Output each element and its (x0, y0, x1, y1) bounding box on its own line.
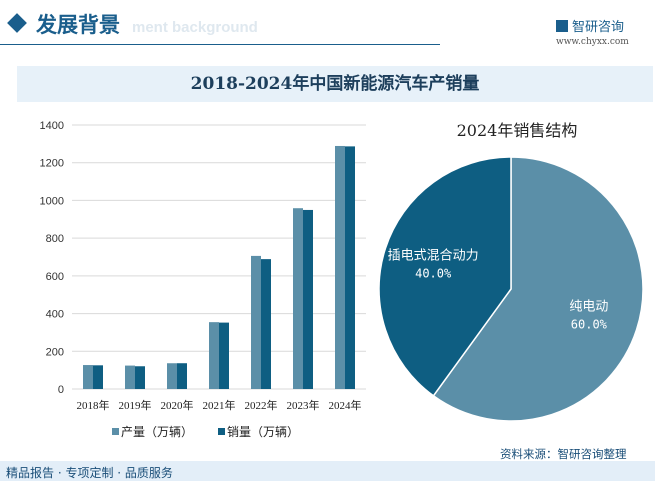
pie-label: 纯电动 (569, 299, 608, 314)
x-tick-label: 2020年 (161, 398, 194, 412)
legend-swatch (112, 428, 119, 435)
bar-production (83, 365, 93, 389)
logo-text: 智研咨询 (572, 20, 625, 35)
y-tick-label: 400 (46, 309, 64, 321)
header-watermark: ment background (132, 19, 258, 36)
brand-url: www.chyxx.com (556, 37, 629, 47)
footer-bar: 精品报告 · 专项定制 · 品质服务 (0, 461, 655, 481)
x-tick-label: 2022年 (245, 398, 278, 412)
x-tick-label: 2018年 (77, 398, 110, 412)
footer-slogan: 精品报告 · 专项定制 · 品质服务 (6, 466, 173, 480)
source-note: 资料来源：智研咨询整理 (500, 447, 627, 461)
y-tick-label: 0 (58, 384, 64, 396)
legend-label: 销量（万辆） (227, 425, 299, 439)
legend-label: 产量（万辆） (121, 425, 193, 439)
x-tick-label: 2023年 (287, 398, 320, 412)
bar-sales (303, 209, 313, 389)
bar-sales (135, 366, 145, 389)
bar-production (335, 145, 345, 389)
x-tick-label: 2019年 (119, 398, 152, 412)
pie-percent: 40.0% (415, 267, 452, 281)
bar-production (167, 363, 177, 389)
bar-production (125, 365, 135, 389)
y-tick-label: 1000 (40, 195, 64, 207)
y-tick-label: 800 (46, 233, 64, 245)
pie-label: 插电式混合动力 (388, 249, 479, 264)
bar-sales (177, 363, 187, 389)
legend-swatch (218, 428, 225, 435)
x-tick-label: 2021年 (203, 398, 236, 412)
brand-logo: 智研咨询 (556, 16, 624, 35)
bar-production (209, 322, 219, 389)
y-tick-label: 1200 (40, 158, 64, 170)
chart-title: 2018-2024年中国新能源汽车产销量 (17, 66, 653, 102)
bar-sales (219, 322, 229, 389)
logo-icon (556, 20, 568, 32)
pie-percent: 60.0% (571, 317, 608, 331)
pie-slice (378, 156, 512, 397)
bar-sales (261, 259, 271, 389)
y-tick-label: 1400 (40, 120, 64, 132)
bar-sales (93, 365, 103, 389)
y-tick-label: 600 (46, 271, 64, 283)
bar-sales (345, 146, 355, 389)
section-title: 发展背景 (36, 13, 120, 37)
bar-production (251, 255, 261, 389)
pie-slice (432, 156, 644, 422)
x-tick-label: 2024年 (329, 398, 362, 412)
header-divider (0, 44, 440, 45)
pie-title: 2024年销售结构 (457, 121, 578, 140)
y-tick-label: 200 (46, 346, 64, 358)
bar-production (293, 208, 303, 389)
